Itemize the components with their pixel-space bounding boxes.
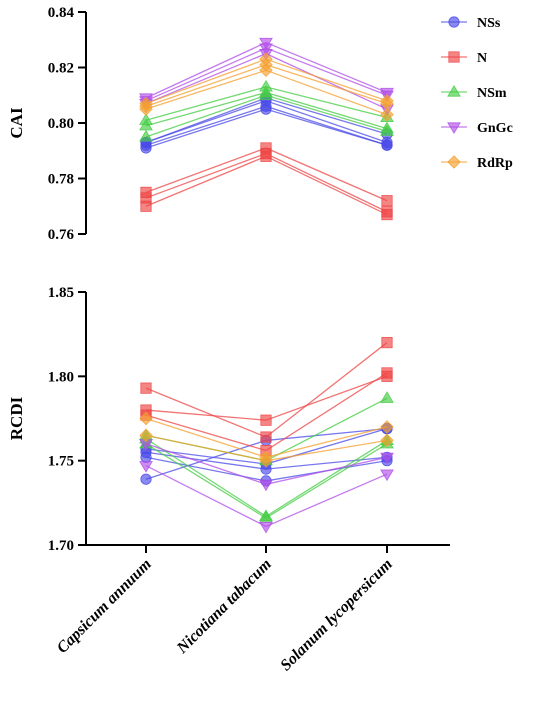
- chart-panels: 0.76 0.78 0.80 0.82 0.84 CAI 1.70 1.75 1.80 1.85 R…: [7, 5, 394, 554]
- legend-marker: [447, 122, 461, 134]
- data-point: [381, 195, 393, 207]
- data-point: [139, 411, 153, 426]
- data-point: [380, 121, 394, 134]
- data-point: [140, 473, 152, 485]
- data-point: [380, 87, 394, 100]
- data-point: [381, 336, 393, 349]
- data-point: [381, 206, 393, 218]
- x-tick-label: Nicotiana tabacum: [173, 556, 275, 658]
- legend-item-n: N: [441, 51, 487, 66]
- data-point: [259, 52, 273, 66]
- series-gngc: [139, 439, 394, 534]
- data-point: [139, 129, 153, 142]
- y-tick-label: 1.80: [48, 369, 74, 385]
- y-tick-label: 1.85: [48, 285, 74, 301]
- data-point: [260, 142, 272, 154]
- legend-item-nss: NSs: [441, 16, 501, 31]
- data-point: [259, 79, 273, 92]
- data-point: [259, 521, 273, 534]
- data-point: [139, 428, 153, 443]
- data-point: [380, 94, 394, 108]
- legend-label: N: [477, 51, 487, 66]
- data-point: [260, 414, 272, 426]
- x-tick-label: Solanum lycopersicum: [277, 556, 396, 675]
- legend-item-rdrp: RdRp: [441, 155, 513, 171]
- y-tick-label: 0.80: [48, 116, 74, 132]
- y-axis-title: RCDI: [7, 396, 26, 440]
- data-point: [381, 367, 393, 379]
- legend-label: RdRp: [477, 156, 513, 171]
- legend-label: NSs: [477, 16, 501, 31]
- series-nsm: [139, 79, 394, 142]
- data-point: [380, 420, 394, 434]
- y-tick-label: 0.82: [48, 61, 74, 77]
- data-point: [380, 469, 394, 482]
- data-point: [259, 453, 273, 468]
- series-line: [145, 375, 388, 421]
- data-point: [140, 382, 152, 394]
- data-point: [139, 113, 153, 125]
- data-point: [259, 37, 273, 50]
- series-n: [140, 142, 393, 221]
- data-point: [259, 479, 273, 492]
- data-point: [380, 433, 394, 448]
- legend-marker: [448, 16, 460, 28]
- data-point: [380, 452, 394, 465]
- y-axis-title: CAI: [7, 107, 26, 139]
- data-point: [260, 431, 272, 443]
- y-tick-label: 0.78: [48, 172, 74, 188]
- legend-label: NSm: [477, 86, 507, 101]
- data-point: [140, 186, 152, 198]
- data-point: [380, 391, 394, 403]
- legend-label: GnGc: [477, 121, 513, 136]
- x-tick-label: Capsicum annuum: [54, 556, 155, 657]
- y-tick-label: 1.75: [48, 454, 74, 470]
- panel-rcdi: 1.70 1.75 1.80 1.85 RCDI: [7, 285, 394, 554]
- series-rdrp: [139, 52, 394, 122]
- legend-item-nsm: NSm: [441, 85, 507, 101]
- legend-marker: [447, 85, 461, 97]
- series-line: [145, 152, 388, 213]
- legend-marker: [447, 155, 461, 169]
- data-point: [139, 461, 153, 473]
- y-tick-label: 0.76: [48, 227, 75, 243]
- x-axis: Capsicum annuum Nicotiana tabacum Solanum …: [54, 544, 450, 675]
- legend-item-gngc: GnGc: [441, 121, 513, 136]
- legend-marker: [448, 51, 460, 63]
- y-tick-label: 1.70: [48, 538, 74, 554]
- data-point: [380, 107, 394, 122]
- y-tick-label: 0.84: [48, 5, 75, 21]
- legend: NSs N NSm GnGc RdRp: [441, 16, 513, 171]
- panel-cai: 0.76 0.78 0.80 0.82 0.84 CAI: [7, 5, 394, 243]
- data-point: [139, 96, 153, 111]
- series-rdrp: [139, 411, 394, 468]
